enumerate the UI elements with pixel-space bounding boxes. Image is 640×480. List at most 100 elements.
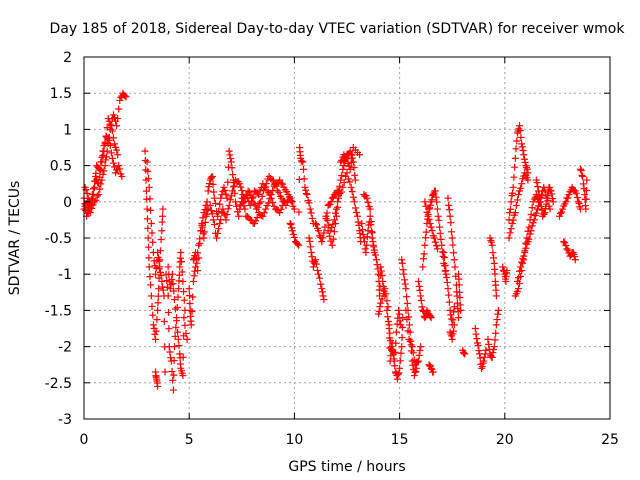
- data-point: [307, 248, 315, 256]
- data-point: [89, 185, 97, 193]
- data-point: [352, 209, 360, 217]
- data-point: [346, 178, 354, 186]
- data-point: [103, 124, 111, 132]
- data-point: [158, 277, 166, 285]
- data-point: [143, 215, 151, 223]
- data-point: [96, 165, 104, 173]
- data-point: [537, 203, 545, 211]
- data-point: [290, 233, 298, 241]
- data-point: [320, 296, 328, 304]
- data-point: [198, 221, 206, 229]
- data-point: [506, 205, 514, 213]
- data-point: [428, 196, 436, 204]
- data-point: [111, 113, 119, 121]
- data-point: [354, 218, 362, 226]
- data-point: [480, 357, 488, 365]
- data-point: [450, 249, 458, 257]
- data-point: [383, 297, 391, 305]
- data-point: [212, 199, 219, 207]
- data-point: [385, 321, 393, 329]
- data-point: [155, 285, 163, 293]
- data-point: [118, 172, 126, 180]
- data-point: [446, 212, 454, 220]
- data-point: [337, 176, 345, 184]
- data-point: [180, 314, 188, 322]
- data-point: [408, 343, 416, 351]
- data-point: [572, 189, 580, 197]
- data-point: [312, 221, 320, 229]
- data-point: [530, 216, 538, 224]
- data-point: [242, 191, 250, 199]
- data-point: [381, 285, 389, 293]
- data-point: [503, 267, 511, 275]
- data-point: [206, 180, 214, 188]
- data-point: [445, 298, 453, 306]
- data-point: [364, 198, 372, 206]
- data-point: [343, 169, 351, 177]
- data-point: [300, 175, 308, 183]
- data-point: [216, 200, 224, 208]
- data-point: [174, 335, 182, 343]
- data-point: [159, 212, 167, 220]
- data-point: [166, 285, 174, 293]
- data-point: [107, 149, 115, 157]
- data-point: [432, 193, 440, 201]
- data-point: [319, 234, 327, 242]
- data-point: [222, 190, 230, 198]
- data-point: [509, 216, 517, 224]
- data-point: [142, 187, 150, 195]
- x-tick-label: 10: [285, 432, 303, 448]
- data-point: [449, 241, 457, 249]
- data-point: [392, 339, 400, 347]
- data-point: [396, 357, 404, 365]
- data-point: [447, 315, 455, 323]
- data-point: [225, 201, 233, 209]
- data-point: [348, 151, 356, 159]
- x-tick-label: 20: [496, 432, 514, 448]
- data-point: [340, 162, 348, 170]
- data-point: [366, 205, 374, 213]
- data-point: [337, 188, 345, 196]
- data-point: [434, 212, 442, 220]
- data-point: [393, 375, 401, 383]
- data-point: [116, 96, 124, 104]
- data-point: [404, 327, 412, 335]
- data-point: [307, 243, 315, 251]
- data-point: [294, 240, 302, 248]
- data-point: [403, 293, 411, 301]
- data-point: [220, 209, 228, 217]
- data-point: [513, 196, 521, 204]
- y-axis-label: SDTVAR / TECUs: [7, 181, 23, 296]
- data-point: [287, 221, 295, 229]
- data-point: [275, 188, 283, 196]
- data-point: [445, 206, 453, 214]
- data-point: [238, 198, 246, 206]
- data-point: [214, 229, 222, 237]
- data-point: [443, 274, 451, 282]
- data-point: [295, 241, 303, 249]
- data-point: [111, 140, 119, 148]
- data-point: [379, 277, 387, 285]
- data-point: [302, 186, 310, 194]
- data-point: [336, 190, 344, 198]
- data-point: [164, 292, 172, 300]
- data-point: [478, 364, 486, 372]
- data-point: [494, 310, 502, 318]
- data-point: [143, 205, 151, 213]
- data-point: [577, 165, 585, 173]
- data-point: [455, 281, 463, 289]
- data-point: [154, 382, 162, 390]
- axis-ticks: 0 5 10 15 20 25 -3 -2.5 -2 -1.5 -1 -0.5 0 0.5 1 1.5 2: [45, 50, 619, 448]
- data-point: [448, 335, 456, 343]
- data-point: [197, 227, 205, 235]
- data-point: [549, 198, 557, 206]
- data-point: [267, 194, 275, 202]
- data-point: [443, 278, 451, 286]
- data-point: [490, 346, 498, 354]
- data-point: [185, 285, 193, 293]
- data-point: [177, 248, 185, 256]
- data-point: [165, 325, 173, 333]
- data-point: [178, 268, 186, 276]
- data-point: [223, 210, 231, 218]
- data-point: [363, 194, 371, 202]
